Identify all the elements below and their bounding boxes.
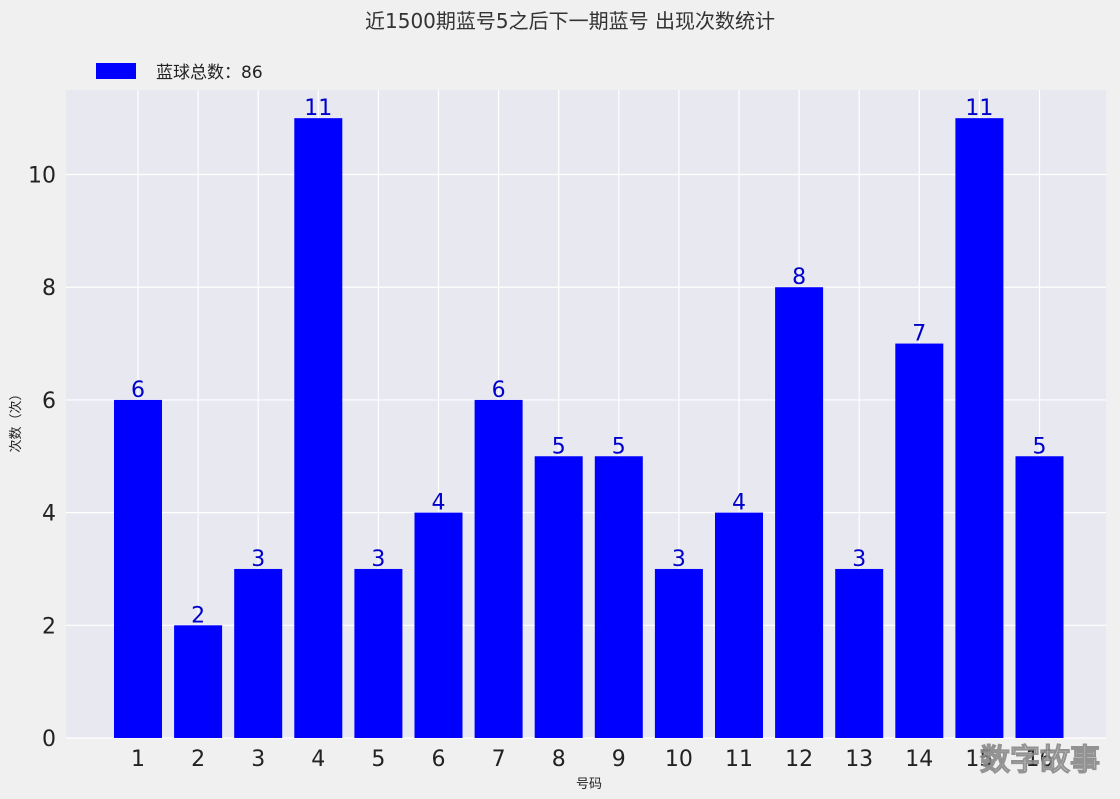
x-tick-label: 4 xyxy=(311,747,325,772)
bar xyxy=(294,118,343,739)
bar-value-label: 7 xyxy=(912,322,926,347)
bar xyxy=(354,568,403,738)
x-tick-label: 9 xyxy=(612,747,626,772)
x-tick-label: 5 xyxy=(371,747,385,772)
x-tick-label: 10 xyxy=(665,747,693,772)
y-tick-label: 10 xyxy=(28,164,56,189)
legend-swatch xyxy=(96,63,136,79)
y-tick-labels: 0 2 4 6 8 10 xyxy=(28,164,56,752)
bar xyxy=(654,568,703,738)
x-tick-label: 1 xyxy=(131,747,145,772)
bar xyxy=(895,343,944,738)
x-tick-label: 12 xyxy=(785,747,813,772)
bar xyxy=(534,456,583,738)
bars xyxy=(114,118,1064,739)
bar-value-label: 3 xyxy=(852,547,866,572)
legend-label: 蓝球总数：86 xyxy=(156,63,263,83)
bar xyxy=(114,399,162,738)
bar-value-label: 3 xyxy=(371,547,385,572)
bar-value-label: 4 xyxy=(732,491,746,516)
x-tick-labels: 1 2 3 4 5 6 7 8 9 10 11 12 13 14 15 16 xyxy=(131,747,1054,772)
bar xyxy=(715,512,763,738)
bar-value-labels: 6 2 3 11 3 4 6 5 5 3 4 8 3 7 11 5 xyxy=(131,96,1047,628)
bar xyxy=(474,399,523,738)
x-tick-label: 15 xyxy=(965,747,993,772)
x-tick-label: 2 xyxy=(191,747,205,772)
x-tick-label: 11 xyxy=(725,747,753,772)
bar-value-label: 11 xyxy=(965,96,993,121)
y-tick-label: 0 xyxy=(42,727,56,752)
bar xyxy=(955,118,1004,739)
bar xyxy=(775,287,824,738)
bar-value-label: 4 xyxy=(432,491,446,516)
bar-value-label: 11 xyxy=(304,96,332,121)
x-tick-label: 7 xyxy=(492,747,506,772)
bar-value-label: 6 xyxy=(131,378,145,403)
chart-title: 近1500期蓝号5之后下一期蓝号 出现次数统计 xyxy=(365,9,775,33)
watermark: 数字故事 xyxy=(980,743,1100,778)
bar-value-label: 8 xyxy=(792,265,806,290)
x-tick-label: 14 xyxy=(905,747,933,772)
bar-value-label: 5 xyxy=(1033,434,1047,459)
bar xyxy=(594,456,643,738)
bar xyxy=(414,512,463,738)
x-tick-label: 8 xyxy=(552,747,566,772)
bar xyxy=(1015,456,1064,738)
y-tick-label: 8 xyxy=(42,276,56,301)
y-tick-label: 4 xyxy=(42,502,56,527)
x-tick-label: 6 xyxy=(432,747,446,772)
bar-value-label: 2 xyxy=(191,603,205,628)
bar xyxy=(174,625,223,738)
x-axis-label: 号码 xyxy=(576,777,602,792)
bar xyxy=(234,568,283,738)
y-tick-label: 6 xyxy=(42,389,56,414)
x-tick-label: 13 xyxy=(845,747,873,772)
bar-value-label: 5 xyxy=(552,434,566,459)
x-tick-label: 16 xyxy=(1026,747,1054,772)
bar-value-label: 5 xyxy=(612,434,626,459)
bar-value-label: 3 xyxy=(251,547,265,572)
y-tick-label: 2 xyxy=(42,614,56,639)
legend: 蓝球总数：86 xyxy=(96,63,263,83)
bar-value-label: 6 xyxy=(492,378,506,403)
bar xyxy=(835,568,884,738)
y-axis-label: 次数（次） xyxy=(8,387,24,452)
bar-value-label: 3 xyxy=(672,547,686,572)
x-tick-label: 3 xyxy=(251,747,265,772)
